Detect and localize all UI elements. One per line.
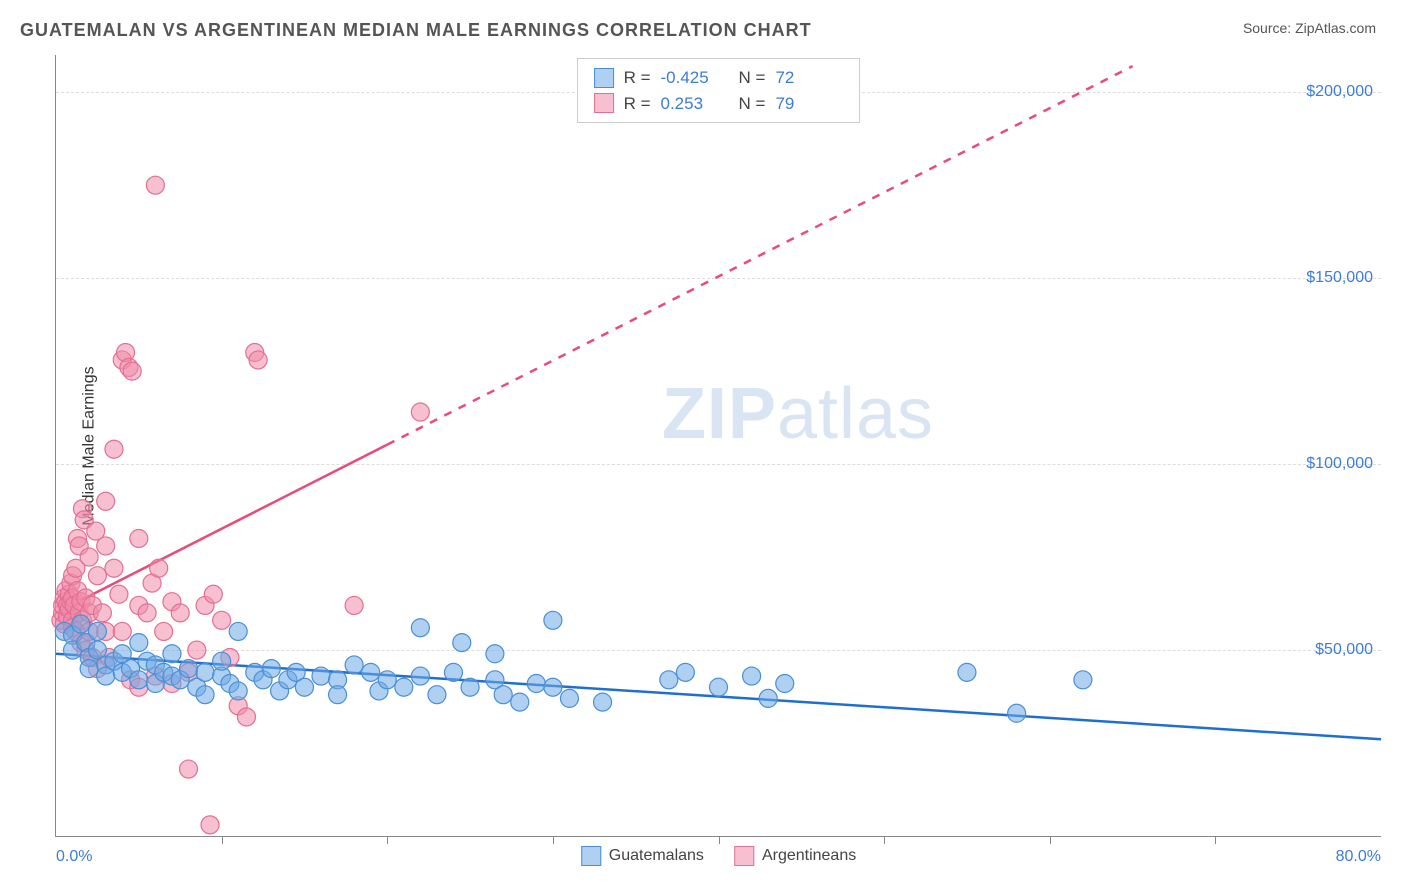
x-axis-max-label: 80.0% bbox=[1336, 848, 1381, 866]
legend-label-0: Guatemalans bbox=[609, 847, 704, 865]
x-axis-min-label: 0.0% bbox=[56, 848, 92, 866]
stat-r-val-1: 0.253 bbox=[661, 91, 717, 117]
stat-n-val-1: 79 bbox=[775, 91, 831, 117]
x-tick bbox=[884, 836, 885, 844]
source-label: Source: ZipAtlas.com bbox=[1243, 20, 1376, 36]
x-tick bbox=[1215, 836, 1216, 844]
x-tick bbox=[553, 836, 554, 844]
chart-title: GUATEMALAN VS ARGENTINEAN MEDIAN MALE EA… bbox=[20, 20, 812, 41]
stat-r-val-0: -0.425 bbox=[661, 65, 717, 91]
stat-n-val-0: 72 bbox=[775, 65, 831, 91]
legend-label-1: Argentineans bbox=[762, 847, 856, 865]
stat-n-label-1: N = bbox=[739, 91, 766, 117]
x-tick bbox=[222, 836, 223, 844]
swatch-argentineans bbox=[594, 93, 614, 113]
stat-n-label-0: N = bbox=[739, 65, 766, 91]
chart-plot-area: ZIPatlas $50,000$100,000$150,000$200,000… bbox=[55, 55, 1381, 837]
x-tick bbox=[1050, 836, 1051, 844]
swatch-guatemalans bbox=[594, 68, 614, 88]
x-tick bbox=[387, 836, 388, 844]
legend-item-1: Argentineans bbox=[734, 846, 856, 866]
stat-r-label-0: R = bbox=[624, 65, 651, 91]
x-tick bbox=[719, 836, 720, 844]
legend: Guatemalans Argentineans bbox=[581, 846, 856, 866]
stat-r-label-1: R = bbox=[624, 91, 651, 117]
stats-row-1: R = 0.253 N = 79 bbox=[594, 91, 844, 117]
stats-row-0: R = -0.425 N = 72 bbox=[594, 65, 844, 91]
legend-swatch-guatemalans bbox=[581, 846, 601, 866]
plot-svg bbox=[56, 55, 1381, 836]
legend-item-0: Guatemalans bbox=[581, 846, 704, 866]
stats-box: R = -0.425 N = 72 R = 0.253 N = 79 bbox=[577, 58, 861, 123]
legend-swatch-argentineans bbox=[734, 846, 754, 866]
